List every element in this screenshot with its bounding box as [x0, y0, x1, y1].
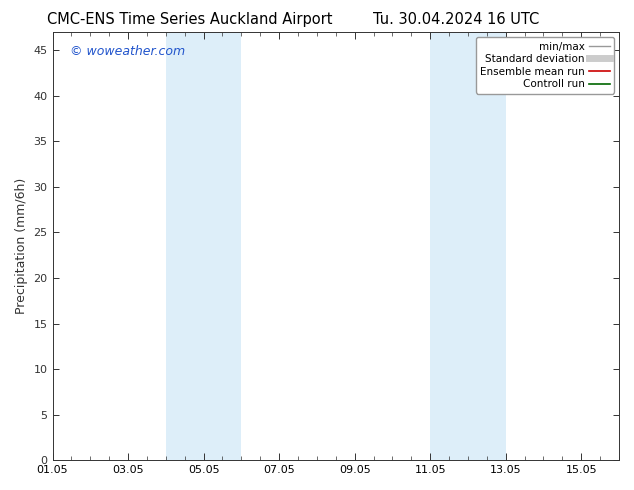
Bar — [166, 32, 184, 460]
Y-axis label: Precipitation (mm/6h): Precipitation (mm/6h) — [15, 178, 28, 314]
Text: CMC-ENS Time Series Auckland Airport: CMC-ENS Time Series Auckland Airport — [48, 12, 333, 27]
Legend: min/max, Standard deviation, Ensemble mean run, Controll run: min/max, Standard deviation, Ensemble me… — [476, 37, 614, 94]
Text: Tu. 30.04.2024 16 UTC: Tu. 30.04.2024 16 UTC — [373, 12, 540, 27]
Bar — [468, 32, 506, 460]
Text: © woweather.com: © woweather.com — [70, 45, 184, 58]
Bar — [430, 32, 468, 460]
Bar — [184, 32, 242, 460]
